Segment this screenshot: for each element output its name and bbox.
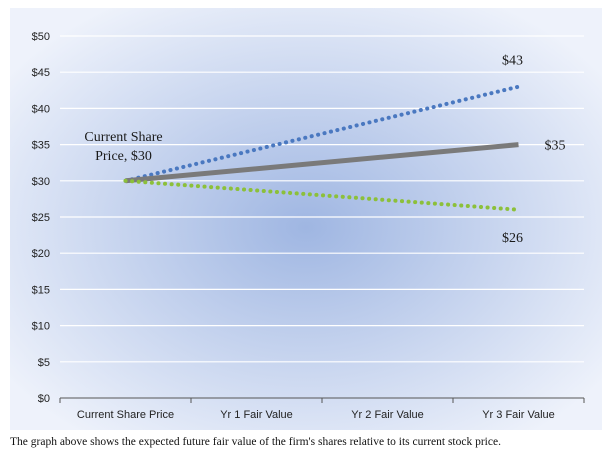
chart-svg: $0 $5 $10 $15 $20 $25 $30 $35 $40 $45 $50 Current S… [10,8,602,430]
series-line-upper [123,84,521,183]
x-tick-label: Yr 1 Fair Value [220,409,293,421]
axes: $0 $5 $10 $15 $20 $25 $30 $35 $40 $45 $50 Current S… [32,31,585,421]
end-annotation-base: $35 [545,139,566,154]
y-tick-label: $0 [38,393,50,405]
y-tick-label: $40 [32,103,50,115]
chart: $0 $5 $10 $15 $20 $25 $30 $35 $40 $45 $50 Current S… [10,8,602,430]
y-tick-label: $10 [32,321,50,333]
series-line-lower [123,178,521,212]
chart-caption: The graph above shows the expected futur… [10,436,501,448]
x-tick-label: Yr 2 Fair Value [351,409,424,421]
series-line-base [125,142,519,184]
labels: $43 $35 $26 Current Share Price, $30 [84,54,565,246]
start-annotation: Current Share Price, $30 [84,130,162,164]
end-annotation-upper: $43 [502,54,523,69]
series [123,84,521,212]
end-annotation-lower: $26 [502,231,523,246]
chart-background [10,8,602,430]
y-tick-label: $20 [32,248,50,260]
y-tick-label: $30 [32,176,50,188]
y-tick-label: $5 [38,357,50,369]
y-tick-label: $45 [32,67,50,79]
y-tick-label: $35 [32,140,50,152]
y-tick-label: $15 [32,284,50,296]
y-tick-label: $25 [32,212,50,224]
y-tick-label: $50 [32,31,50,43]
x-tick-label: Current Share Price [77,409,174,421]
x-tick-label: Yr 3 Fair Value [482,409,555,421]
